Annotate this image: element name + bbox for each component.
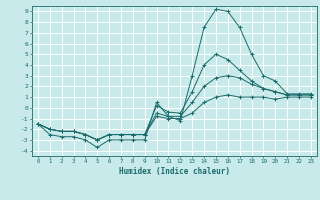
- X-axis label: Humidex (Indice chaleur): Humidex (Indice chaleur): [119, 167, 230, 176]
